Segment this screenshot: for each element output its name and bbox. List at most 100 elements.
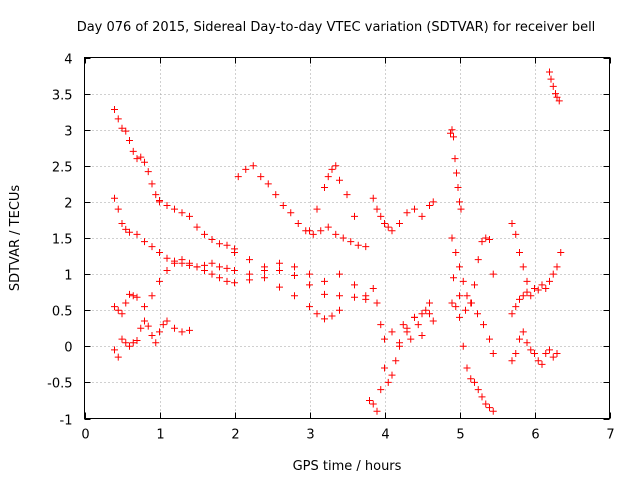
chart-title: Day 076 of 2015, Sidereal Day-to-day VTE… <box>77 20 596 35</box>
data-point <box>553 263 561 271</box>
data-point <box>468 299 475 307</box>
data-point <box>129 147 137 155</box>
data-point <box>122 225 130 233</box>
data-point <box>486 335 493 343</box>
data-point <box>474 386 482 394</box>
data-point <box>407 335 415 343</box>
data-point <box>362 292 370 300</box>
x-tick-label: 3 <box>306 428 314 443</box>
data-point <box>471 281 478 289</box>
data-point <box>456 292 463 300</box>
x-tick-label: 5 <box>456 428 464 443</box>
data-point <box>456 198 463 206</box>
series-arc-e <box>234 162 370 251</box>
data-point <box>178 209 186 217</box>
data-point <box>411 313 418 321</box>
series-cluster-4-upper <box>369 194 437 235</box>
data-point <box>351 281 358 289</box>
data-point <box>216 274 223 282</box>
data-point <box>129 339 137 347</box>
data-point <box>388 371 396 379</box>
data-point <box>516 295 523 303</box>
data-point <box>171 324 178 332</box>
data-point <box>377 212 385 220</box>
data-point <box>336 306 343 314</box>
data-point <box>321 315 328 323</box>
data-point <box>508 357 516 365</box>
data-point <box>396 339 403 347</box>
data-point <box>126 228 133 236</box>
data-point <box>486 235 493 243</box>
data-point <box>482 234 490 242</box>
data-point <box>231 279 238 287</box>
data-point <box>328 312 336 320</box>
data-point <box>133 293 141 301</box>
data-point <box>141 158 148 166</box>
data-point <box>369 194 377 202</box>
data-point <box>512 303 520 311</box>
data-point <box>306 281 313 289</box>
series-cluster-6-top <box>546 68 563 105</box>
x-tick-label: 6 <box>531 428 539 443</box>
data-point <box>549 270 557 278</box>
data-point <box>456 313 463 321</box>
data-point <box>403 324 411 332</box>
data-point <box>480 321 487 329</box>
data-point <box>186 259 193 267</box>
data-point <box>384 378 392 386</box>
y-tick-label: 2.5 <box>52 161 73 176</box>
data-point <box>453 169 460 177</box>
data-point <box>111 194 118 202</box>
data-point <box>463 292 471 300</box>
data-point <box>508 220 516 228</box>
data-point <box>137 153 145 161</box>
data-point <box>122 299 130 307</box>
data-point <box>171 259 178 267</box>
x-tick-label: 0 <box>81 428 89 443</box>
data-point <box>516 248 523 256</box>
data-point <box>171 205 178 213</box>
data-point <box>163 266 171 274</box>
data-point <box>122 339 130 347</box>
data-point <box>114 115 122 123</box>
data-point <box>471 378 478 386</box>
data-point <box>208 270 216 278</box>
data-point <box>452 248 460 256</box>
data-point <box>388 227 396 235</box>
data-point <box>133 155 141 163</box>
data-point <box>126 342 133 350</box>
x-tick-label: 2 <box>231 428 239 443</box>
data-point <box>354 241 362 249</box>
data-point <box>201 261 208 269</box>
data-point <box>223 277 231 285</box>
data-point <box>448 126 456 134</box>
data-point <box>208 235 216 243</box>
data-point <box>156 277 163 285</box>
data-point <box>137 324 145 332</box>
data-points <box>111 68 565 415</box>
x-tick-label: 4 <box>381 428 389 443</box>
series-cluster-6-upper <box>508 220 531 285</box>
data-point <box>381 220 388 228</box>
data-point <box>418 310 426 318</box>
data-point <box>547 75 555 83</box>
data-point <box>369 400 377 408</box>
data-point <box>418 212 426 220</box>
data-point <box>373 205 381 213</box>
data-point <box>450 274 457 282</box>
data-point <box>216 240 223 248</box>
data-point <box>246 256 253 264</box>
axis-ticks <box>84 57 611 420</box>
data-point <box>396 220 403 228</box>
data-point <box>313 310 321 318</box>
data-point <box>546 346 553 354</box>
data-point <box>324 173 332 181</box>
data-point <box>519 292 527 300</box>
data-point <box>512 230 520 238</box>
data-point <box>448 234 456 242</box>
data-point <box>148 331 156 339</box>
y-tick-label: 0.5 <box>52 305 73 320</box>
data-point <box>557 248 565 256</box>
data-point <box>272 191 280 199</box>
